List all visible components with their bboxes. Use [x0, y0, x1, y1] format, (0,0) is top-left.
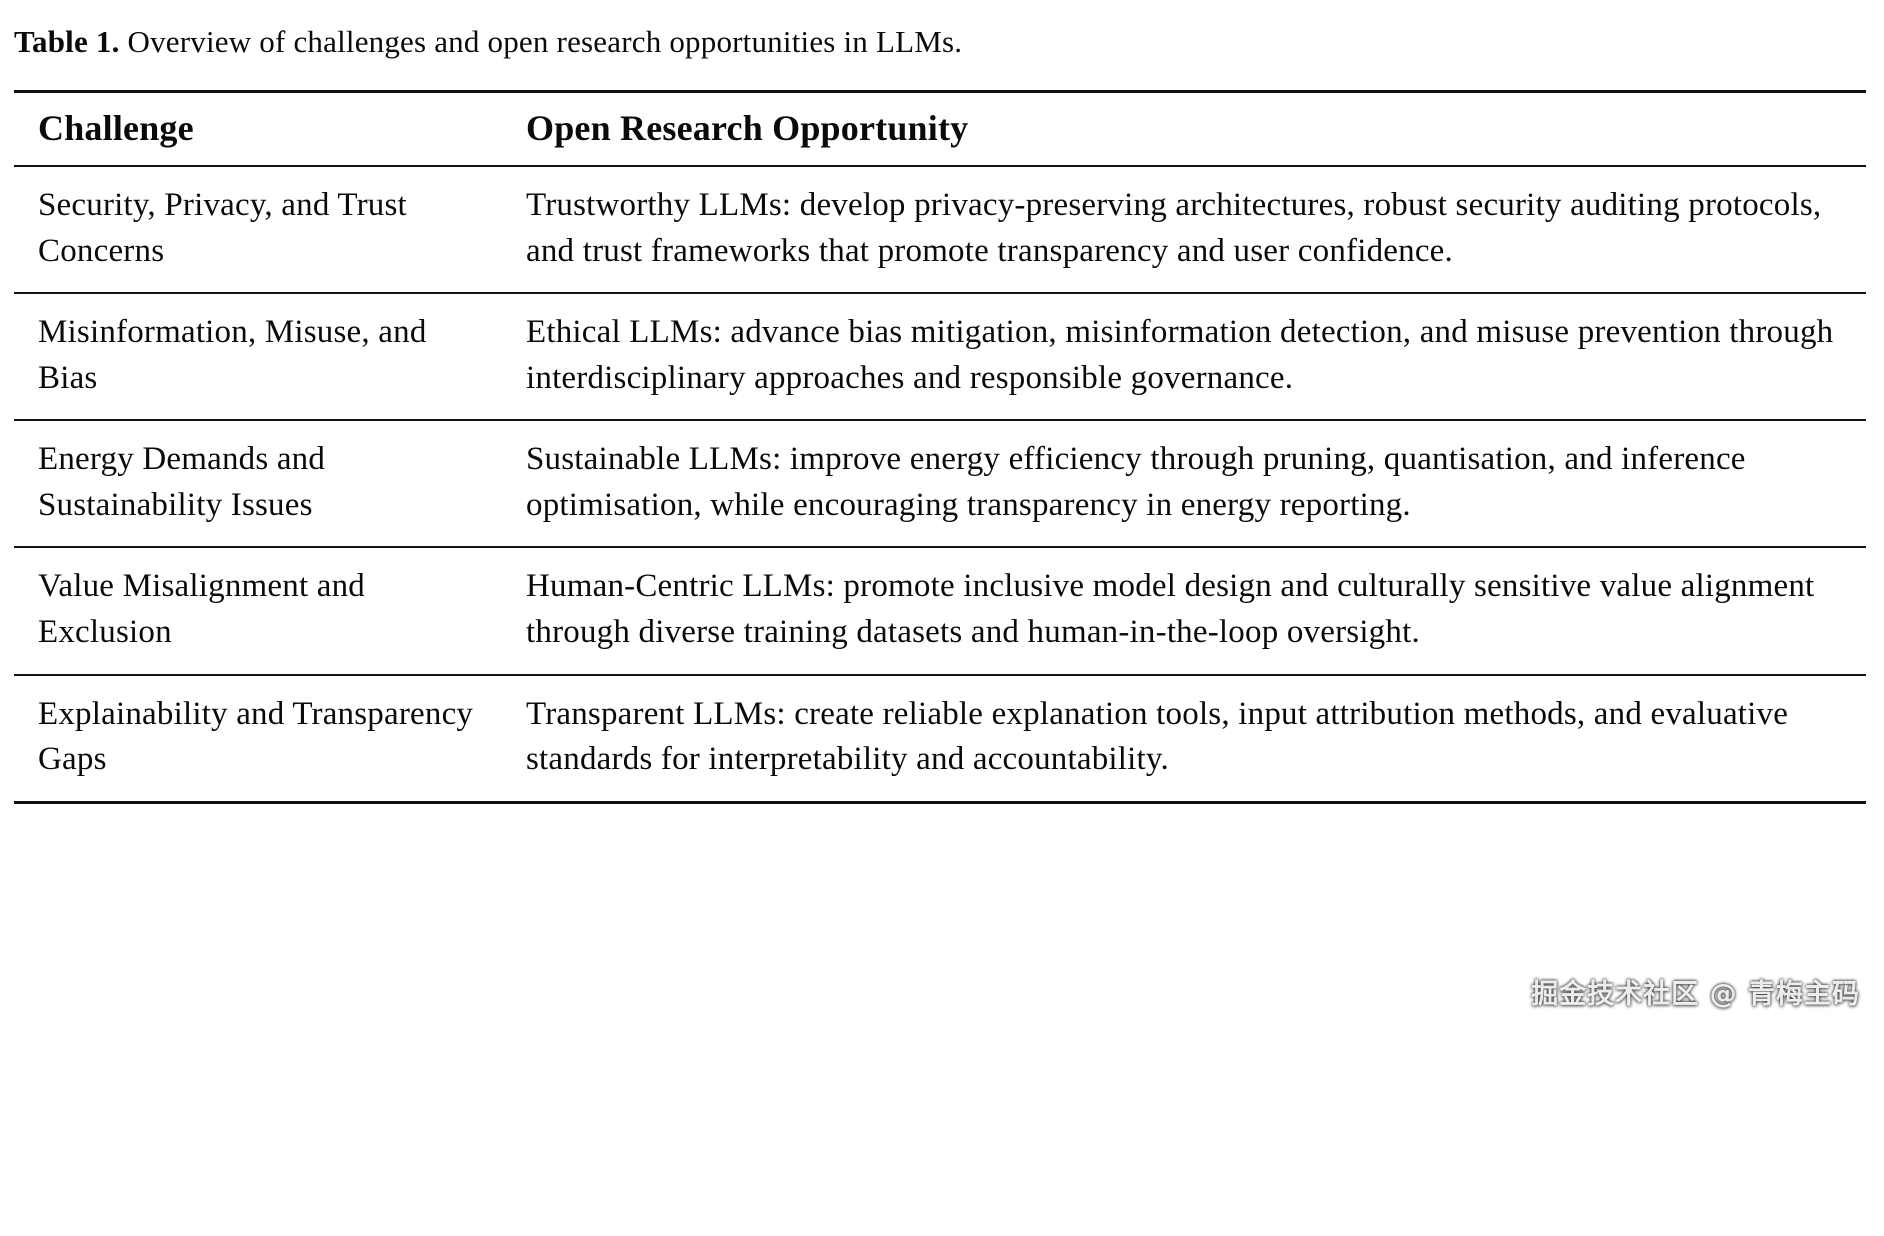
table-row: Energy Demands and Sustainability Issues…	[14, 419, 1866, 548]
header-challenge: Challenge	[14, 91, 502, 168]
challenge-cell: Explainability and Transparency Gaps	[14, 673, 502, 803]
table-row: Explainability and Transparency Gaps Tra…	[14, 673, 1866, 803]
header-opportunity: Open Research Opportunity	[502, 91, 1866, 168]
challenges-table: Challenge Open Research Opportunity Secu…	[14, 90, 1866, 804]
opportunity-cell: Trustworthy LLMs: develop privacy-preser…	[526, 187, 1822, 269]
challenge-cell: Value Misalignment and Exclusion	[14, 546, 502, 675]
table-caption-text: Overview of challenges and open research…	[119, 24, 963, 59]
table-row: Value Misalignment and Exclusion Human-C…	[14, 546, 1866, 675]
challenge-cell: Energy Demands and Sustainability Issues	[14, 419, 502, 548]
table-row: Misinformation, Misuse, and Bias Ethical…	[14, 292, 1866, 421]
table-caption-label: Table 1.	[14, 24, 120, 59]
opportunity-cell: Transparent LLMs: create reliable explan…	[502, 673, 1866, 803]
table-caption: Table 1. Overview of challenges and open…	[14, 22, 1868, 62]
opportunity-cell: Ethical LLMs: advance bias mitigation, m…	[502, 292, 1866, 421]
table-row: Security, Privacy, and Trust Concerns Tr…	[14, 166, 1866, 293]
opportunity-cell: Human-Centric LLMs: promote inclusive mo…	[502, 546, 1866, 675]
challenge-cell: Misinformation, Misuse, and Bias	[14, 292, 502, 421]
watermark: 掘金技术社区 @ 青梅主码	[1531, 979, 1860, 1010]
opportunity-cell: Sustainable LLMs: improve energy efficie…	[502, 419, 1866, 548]
challenge-cell: Security, Privacy, and Trust Concerns	[38, 187, 407, 269]
table-header-row: Challenge Open Research Opportunity	[14, 91, 1866, 168]
